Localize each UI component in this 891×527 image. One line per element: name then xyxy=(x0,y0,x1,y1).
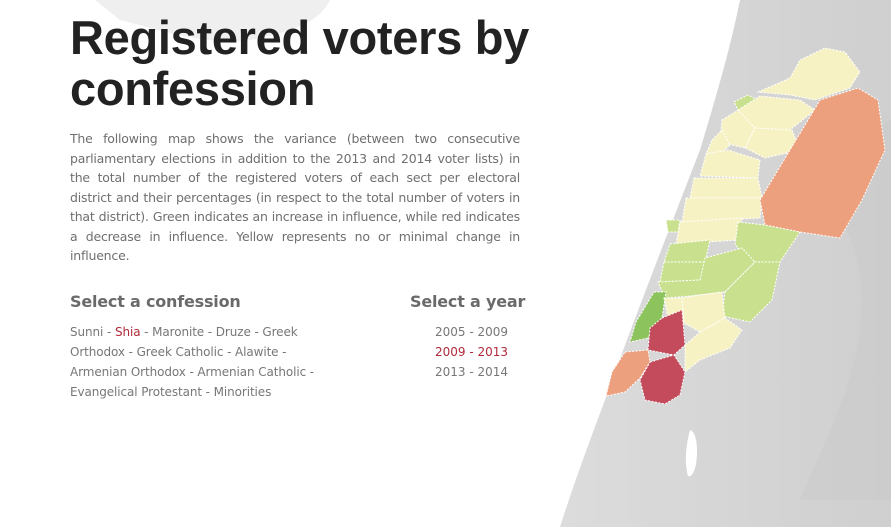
district-tyre[interactable] xyxy=(605,349,651,397)
confession-option-alawite[interactable]: Alawite xyxy=(235,345,279,359)
district-bint-jbeil[interactable] xyxy=(639,354,686,405)
confession-option-druze[interactable]: Druze xyxy=(215,325,251,339)
lebanon-districts xyxy=(605,47,886,405)
year-heading: Select a year xyxy=(410,292,526,311)
district-aley[interactable] xyxy=(659,261,707,283)
district-kesrouan[interactable] xyxy=(681,197,763,223)
year-option-2013-2014[interactable]: 2013 - 2014 xyxy=(435,365,509,379)
district-akkar[interactable] xyxy=(756,47,861,101)
lake-tiberias-icon xyxy=(685,430,697,477)
district-jezzine[interactable] xyxy=(679,291,726,333)
confession-option-greek-orthodox[interactable]: Greek Orthodox xyxy=(70,325,298,359)
confession-option-armenian-catholic[interactable]: Armenian Catholic xyxy=(197,365,307,379)
district-beirut[interactable] xyxy=(665,219,681,233)
district-baabda[interactable] xyxy=(663,239,711,263)
year-option-2009-2013[interactable]: 2009 - 2013 xyxy=(435,345,509,359)
confession-option-shia[interactable]: Shia xyxy=(114,325,141,339)
confession-option-sunni[interactable]: Sunni xyxy=(70,325,104,339)
confession-option-evangelical-protestant[interactable]: Evangelical Protestant xyxy=(70,385,202,399)
district-koura[interactable] xyxy=(705,129,731,159)
district-batroun[interactable] xyxy=(699,149,761,179)
intro-paragraph: The following map shows the variance (be… xyxy=(70,131,520,263)
confession-option-greek-catholic[interactable]: Greek Catholic xyxy=(136,345,224,359)
district-chouf[interactable] xyxy=(657,247,756,299)
district-jbeil[interactable] xyxy=(689,177,763,199)
year-option-2005-2009[interactable]: 2005 - 2009 xyxy=(435,325,509,339)
confession-selector: Sunni - Shia - Maronite - Druze - Greek … xyxy=(70,325,315,399)
terrain-texture xyxy=(800,120,891,500)
district-saida[interactable] xyxy=(629,291,667,343)
page-title: Registered voters by confession xyxy=(70,11,529,115)
confession-option-armenian-orthodox[interactable]: Armenian Orthodox xyxy=(70,365,186,379)
confession-heading: Select a confession xyxy=(70,292,241,311)
terrain-relief-north xyxy=(95,0,330,41)
district-hasbaya-marjayoun[interactable] xyxy=(684,317,743,374)
confession-option-minorities[interactable]: Minorities xyxy=(213,385,272,399)
confession-option-maronite[interactable]: Maronite xyxy=(152,325,205,339)
year-selector: 2005 - 2009 2009 - 2013 2013 - 2014 xyxy=(435,322,525,382)
